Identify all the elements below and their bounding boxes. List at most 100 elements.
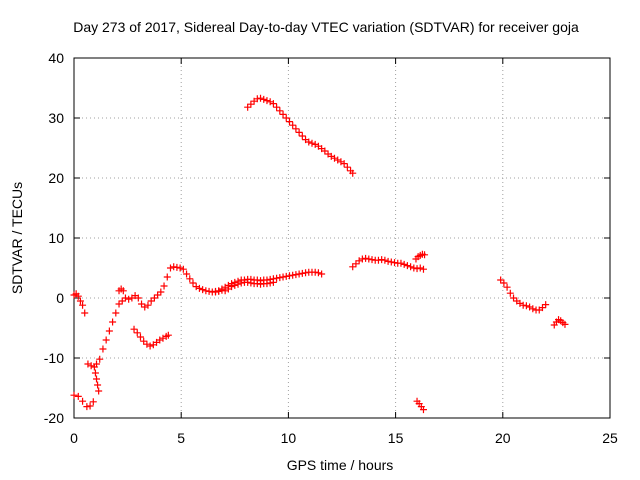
point-arc-8-28 [334, 156, 342, 164]
point-arc-4-5 [228, 283, 236, 291]
point-arc-7-5 [146, 342, 154, 350]
point-arc-3-24 [160, 282, 168, 290]
point-arc-1-2 [79, 397, 87, 405]
point-arc-13-5 [561, 320, 569, 328]
point-arc-8-6 [263, 97, 271, 105]
point-arc-12-4 [510, 294, 518, 302]
point-arc-3-30 [179, 265, 187, 273]
point-arc-8-33 [349, 169, 357, 177]
point-arc-3-23 [157, 288, 165, 296]
point-arc-12-10 [529, 305, 537, 313]
point-arc-9-21 [416, 264, 424, 272]
series-arc-10 [412, 250, 429, 263]
point-arc-9-16 [400, 260, 408, 268]
point-arc-3-8 [109, 318, 117, 326]
point-arc-8-4 [257, 94, 265, 102]
series-arc-9 [349, 254, 427, 273]
point-arc-12-2 [503, 283, 511, 291]
point-arc-12-0 [497, 276, 505, 284]
point-arc-12-9 [526, 303, 534, 311]
point-arc-3-11 [118, 297, 126, 305]
series-arc-3 [84, 263, 326, 371]
point-arc-3-13 [125, 295, 133, 303]
grid [74, 58, 610, 418]
y-tick-label-6: 40 [48, 50, 64, 66]
point-arc-7-11 [164, 331, 172, 339]
point-arc-12-13 [538, 304, 546, 312]
series-arc-12 [497, 276, 550, 314]
point-arc-3-1 [87, 362, 95, 370]
point-arc-3-26 [166, 264, 174, 272]
point-arc-8-10 [276, 107, 284, 115]
x-tick-label-3: 15 [388, 430, 404, 446]
x-tick-label-1: 5 [177, 430, 185, 446]
point-arc-8-19 [305, 138, 313, 146]
point-arc-2-4 [79, 301, 87, 309]
point-arc-4-1 [215, 287, 223, 295]
chart-title: Day 273 of 2017, Sidereal Day-to-day VTE… [73, 19, 579, 35]
x-tick-labels: 0 5 10 15 20 25 [70, 430, 618, 446]
x-tick-label-5: 25 [602, 430, 618, 446]
point-arc-12-14 [542, 301, 550, 309]
point-arc-2-2 [74, 292, 82, 300]
point-arc-2-5 [81, 309, 89, 317]
series-arc-6 [115, 285, 127, 295]
y-axis-label: SDTVAR / TECUs [9, 182, 25, 294]
data-points [70, 94, 569, 414]
point-arc-8-20 [308, 139, 316, 147]
point-arc-8-29 [337, 158, 345, 166]
point-arc-10-4 [421, 251, 429, 259]
point-arc-3-36 [199, 286, 207, 294]
point-arc-8-5 [260, 95, 268, 103]
point-arc-9-1 [352, 260, 360, 268]
point-arc-8-15 [292, 125, 300, 133]
x-tick-label-0: 0 [70, 430, 78, 446]
point-arc-9-15 [397, 259, 405, 267]
point-arc-4-3 [221, 287, 229, 295]
point-arc-3-29 [176, 264, 184, 272]
point-arc-8-31 [343, 163, 351, 171]
point-arc-8-17 [298, 132, 306, 140]
point-arc-3-19 [144, 301, 152, 309]
series-arc-5 [91, 369, 103, 395]
point-arc-3-5 [99, 345, 107, 353]
point-arc-8-0 [244, 103, 252, 111]
point-arc-3-3 [93, 360, 101, 368]
series-arc-8 [244, 94, 357, 177]
y-tick-label-2: 0 [56, 290, 64, 306]
point-arc-3-73 [318, 270, 326, 278]
point-arc-8-8 [269, 100, 277, 108]
point-arc-3-16 [134, 294, 142, 302]
point-arc-4-7 [234, 280, 242, 288]
point-arc-8-16 [295, 128, 303, 136]
x-tick-label-2: 10 [281, 430, 297, 446]
point-arc-3-9 [112, 309, 120, 317]
point-arc-5-2 [94, 381, 102, 389]
x-tick-label-4: 20 [495, 430, 511, 446]
point-arc-3-0 [84, 360, 92, 368]
point-arc-3-17 [138, 300, 146, 308]
point-arc-8-1 [247, 100, 255, 108]
y-tick-label-3: 10 [48, 230, 64, 246]
series-arc-2 [70, 290, 89, 317]
point-arc-1-1 [74, 392, 82, 400]
series-arc-4 [212, 278, 277, 296]
point-arc-3-25 [163, 273, 171, 281]
point-arc-8-9 [273, 103, 281, 111]
point-arc-3-21 [150, 294, 158, 302]
series-arc-11 [413, 397, 427, 414]
point-arc-1-4 [86, 402, 94, 410]
point-arc-5-0 [91, 369, 99, 377]
point-arc-3-33 [189, 279, 197, 287]
y-tick-labels: -20 -10 0 10 20 30 40 [44, 50, 64, 426]
y-tick-label-5: 30 [48, 110, 64, 126]
point-arc-7-2 [136, 333, 144, 341]
point-arc-5-3 [95, 387, 103, 395]
point-arc-12-8 [522, 302, 530, 310]
point-arc-2-3 [76, 297, 84, 305]
point-arc-8-30 [340, 160, 348, 168]
point-arc-3-22 [154, 291, 162, 299]
point-arc-9-18 [407, 263, 415, 271]
point-arc-3-31 [183, 270, 191, 278]
